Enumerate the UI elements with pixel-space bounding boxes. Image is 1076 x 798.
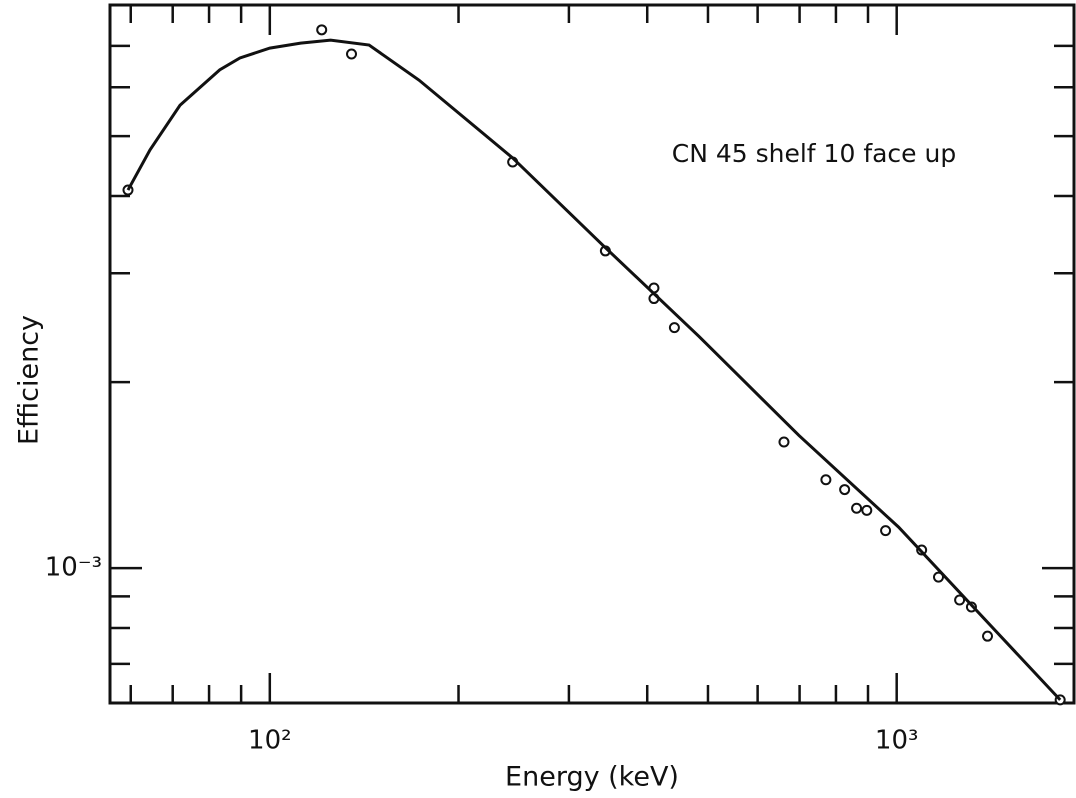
annotation: CN 45 shelf 10 face up <box>672 139 956 168</box>
y-axis-label: Efficiency <box>14 315 45 445</box>
data-point <box>932 571 944 583</box>
data-point <box>880 525 892 537</box>
data-point <box>839 484 851 496</box>
data-point <box>820 474 832 486</box>
plot-frame <box>108 3 1076 705</box>
fit-curve <box>126 38 1062 701</box>
data-point <box>861 504 873 516</box>
data-point <box>851 502 863 514</box>
data-point <box>982 630 994 642</box>
data-point <box>346 48 358 60</box>
y-tick-label: 10⁻³ <box>45 553 102 583</box>
data-point <box>316 24 328 36</box>
data-point <box>668 322 680 334</box>
data-point <box>954 594 966 606</box>
x-tick-label: 10² <box>248 726 292 756</box>
x-axis-label: Energy (keV) <box>505 762 679 793</box>
data-point <box>778 436 790 448</box>
x-tick-label: 10³ <box>875 726 919 756</box>
